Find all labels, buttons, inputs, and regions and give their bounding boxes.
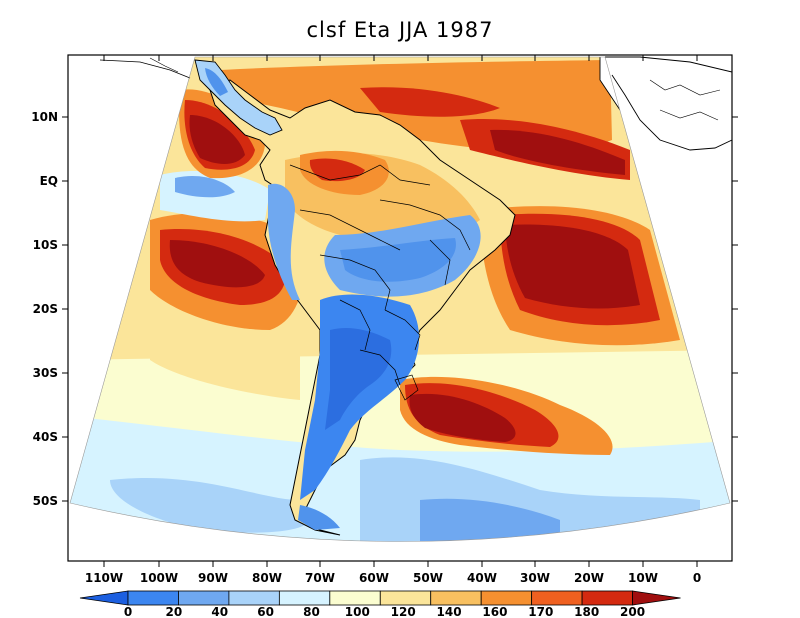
colorbar-label: 80 [303, 605, 320, 618]
colorbar-cell [581, 590, 633, 606]
lon-label-100w: 100W [140, 571, 178, 585]
colorbar-label: 200 [620, 605, 645, 618]
colorbar-left-arrow [79, 590, 129, 606]
lon-label-70w: 70W [305, 571, 335, 585]
colorbar-label: 20 [166, 605, 183, 618]
colorbar-label: 180 [574, 605, 599, 618]
atlantic-max-region [505, 224, 640, 309]
colorbar-cell [228, 590, 280, 606]
lon-label-110w: 110W [85, 571, 123, 585]
map-title: clsf Eta JJA 1987 [306, 18, 494, 42]
colorbar-cell [329, 590, 381, 606]
colorbar-label: 0 [124, 605, 132, 618]
colorbar-label: 140 [437, 605, 462, 618]
domain-outline [69, 56, 731, 542]
lat-label-30s: 30S [33, 366, 58, 380]
lat-label-40s: 40S [33, 430, 58, 444]
colorbar-cell [127, 590, 179, 606]
colorbar-label: 60 [257, 605, 274, 618]
colorbar-label: 40 [211, 605, 228, 618]
lat-label-20s: 20S [33, 302, 58, 316]
colorbar-right-arrow [632, 590, 681, 606]
field-layer [70, 57, 730, 542]
lon-label-80w: 80W [252, 571, 282, 585]
lon-axis: 110W 100W 90W 80W 70W 60W 50W 40W 30W 20… [85, 55, 701, 585]
colorbar-label: 170 [528, 605, 553, 618]
lon-label-50w: 50W [413, 571, 443, 585]
lat-axis: 10N EQ 10S 20S 30S 40S 50S [31, 110, 738, 508]
lon-label-40w: 40W [467, 571, 497, 585]
lat-label-50s: 50S [33, 494, 58, 508]
lon-label-30w: 30W [520, 571, 550, 585]
colorbar-cell [278, 590, 331, 606]
colorbar-cell [430, 590, 482, 606]
lat-label-10s: 10S [33, 238, 58, 252]
colorbar-cell [178, 590, 230, 606]
colorbar-cell [480, 590, 533, 606]
colorbar-label: 120 [391, 605, 416, 618]
outer-coastlines [99, 56, 732, 151]
lon-label-60w: 60W [359, 571, 389, 585]
colorbar-label: 100 [345, 605, 370, 618]
lon-label-0: 0 [693, 571, 701, 585]
pacific-max-region [169, 240, 265, 288]
lon-label-10w: 10W [628, 571, 658, 585]
lon-label-20w: 20W [574, 571, 604, 585]
country-borders [289, 164, 471, 401]
colorbar: 0 20 40 60 80 100 120 140 160 170 180 200 [79, 590, 681, 618]
lat-label-10n: 10N [31, 110, 58, 124]
colorbar-cell [531, 590, 583, 606]
colorbar-label: 160 [482, 605, 507, 618]
lat-label-eq: EQ [40, 174, 58, 188]
colorbar-cell [379, 590, 432, 606]
lon-label-90w: 90W [198, 571, 228, 585]
